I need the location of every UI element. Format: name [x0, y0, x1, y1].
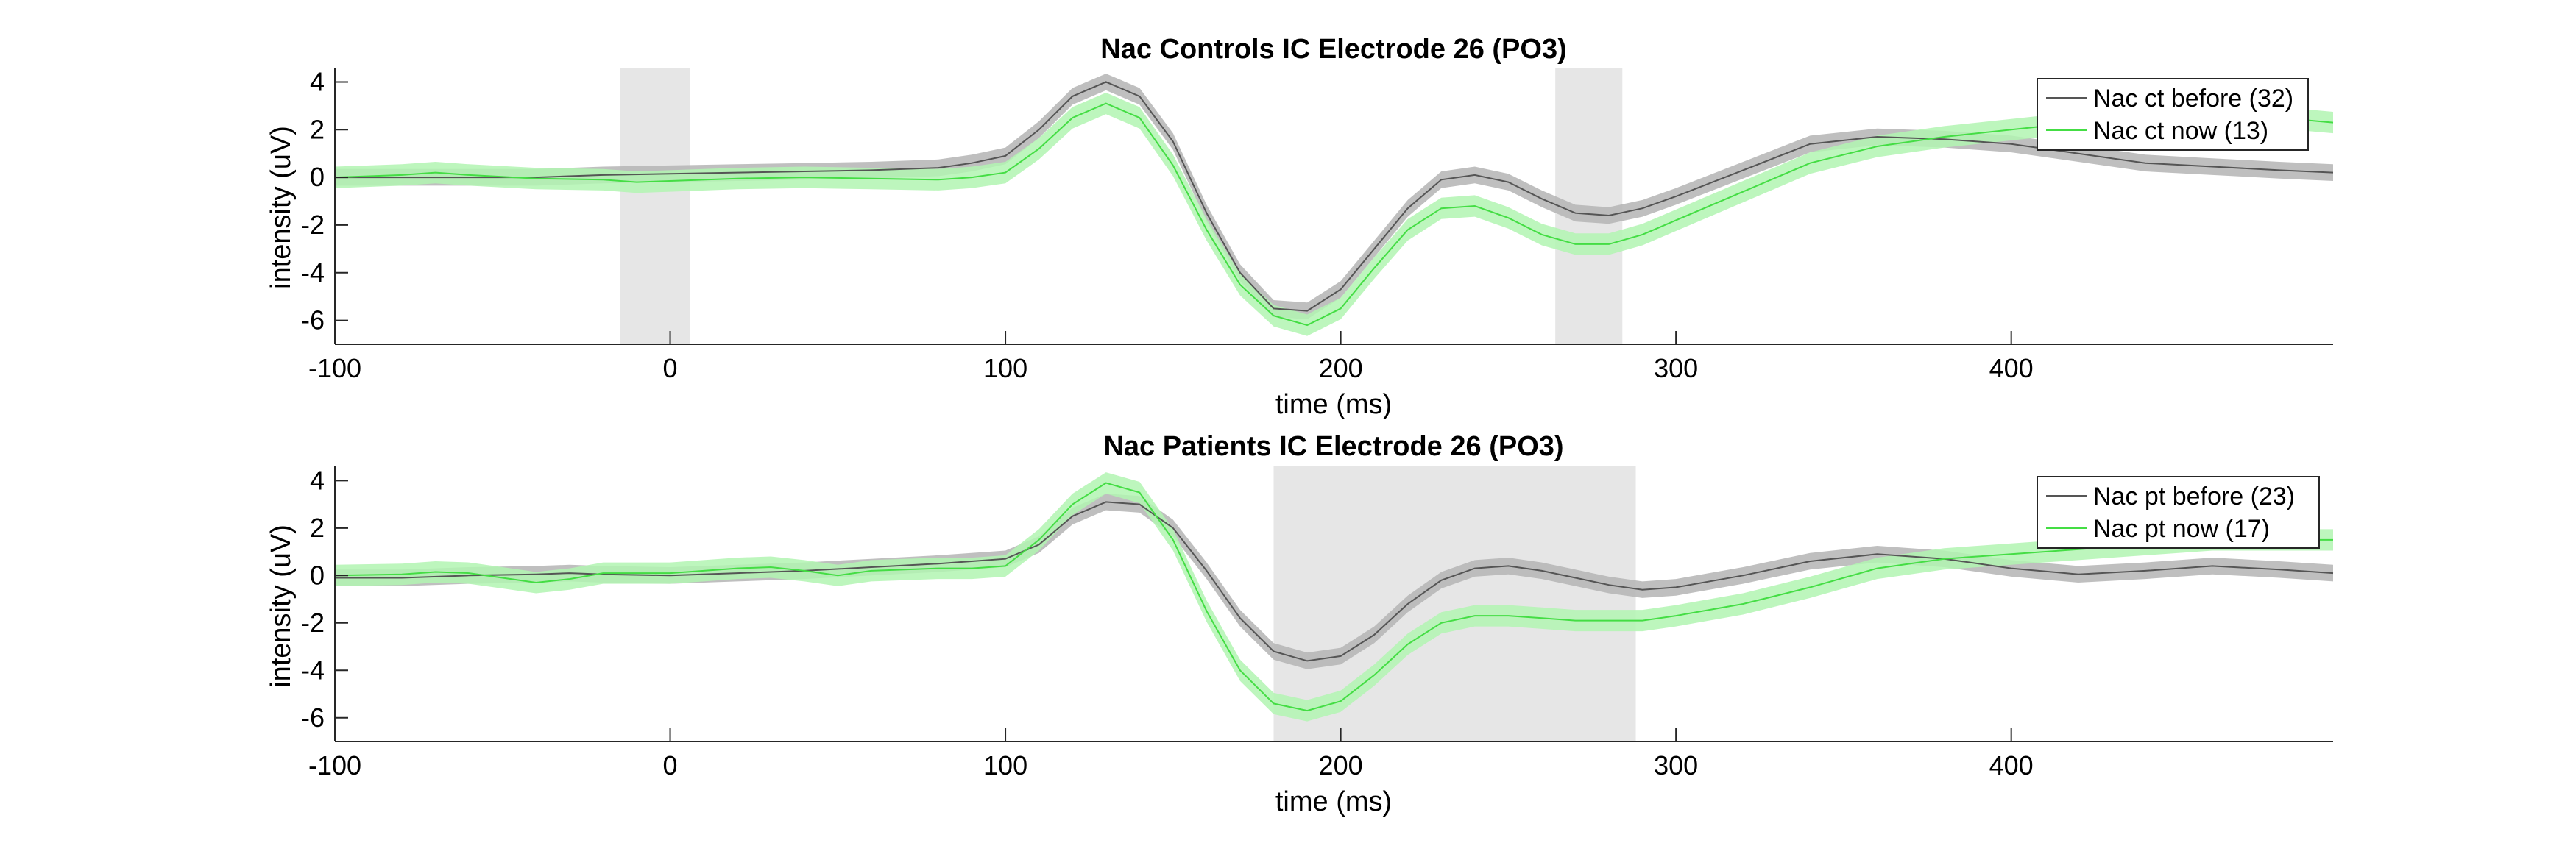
patients-panel: Nac Patients IC Electrode 26 (PO3) inten… [266, 431, 2334, 817]
y-tick-label: -6 [301, 702, 325, 733]
y-axis-label: intensity (uV) [266, 524, 297, 688]
x-tick-label: -100 [308, 353, 361, 383]
y-tick-label: -6 [301, 305, 325, 335]
x-tick-label: 400 [1989, 750, 2034, 780]
x-tick-label: 300 [1654, 750, 1698, 780]
y-tick-label: 2 [310, 513, 325, 543]
x-tick-label: 100 [983, 750, 1027, 780]
y-tick-label: -4 [301, 257, 325, 288]
legend: Nac pt before (23) Nac pt now (17) [2037, 476, 2320, 549]
panel-title: Nac Patients IC Electrode 26 (PO3) [1103, 431, 1563, 462]
series-line-1 [334, 482, 2333, 712]
legend-label-1: Nac ct now (13) [2093, 117, 2268, 145]
x-tick-label: 200 [1319, 750, 1363, 780]
series-line-0 [335, 81, 2334, 312]
x-tick-label: 200 [1319, 353, 1363, 383]
series-line-0 [335, 501, 2334, 662]
y-tick-label: -2 [301, 210, 325, 240]
x-tick-label: 0 [663, 750, 678, 780]
legend: Nac ct before (32) Nac ct now (13) [2037, 78, 2309, 151]
x-axis-label: time (ms) [1275, 389, 1392, 420]
y-tick-label: 4 [310, 66, 325, 96]
panel-title: Nac Controls IC Electrode 26 (PO3) [1100, 34, 1567, 65]
y-tick-label: 0 [310, 162, 325, 192]
x-tick-label: 0 [663, 353, 678, 383]
x-tick-label: -100 [308, 750, 361, 780]
controls-panel: Nac Controls IC Electrode 26 (PO3) inten… [266, 34, 2334, 420]
y-tick-label: 2 [310, 114, 325, 144]
series-line-1 [334, 102, 2334, 327]
legend-label-1: Nac pt now (17) [2093, 515, 2270, 543]
y-tick-label: -4 [301, 655, 325, 685]
legend-label-0: Nac ct before (32) [2093, 85, 2293, 113]
x-tick-label: 100 [983, 353, 1027, 383]
error-band-0 [335, 74, 2333, 319]
legend-label-0: Nac pt before (23) [2093, 483, 2295, 511]
y-tick-label: 4 [310, 465, 325, 495]
error-band-1 [335, 93, 2333, 336]
x-tick-label: 400 [1989, 353, 2034, 383]
y-tick-label: -2 [301, 608, 325, 638]
legend-box [2037, 476, 2320, 549]
y-axis-label: intensity (uV) [266, 126, 297, 289]
error-band-0 [335, 494, 2333, 669]
shaded-window [620, 68, 690, 344]
legend-box [2037, 78, 2309, 151]
x-tick-label: 300 [1654, 353, 1698, 383]
x-axis-label: time (ms) [1275, 786, 1392, 817]
y-tick-label: 0 [310, 560, 325, 590]
